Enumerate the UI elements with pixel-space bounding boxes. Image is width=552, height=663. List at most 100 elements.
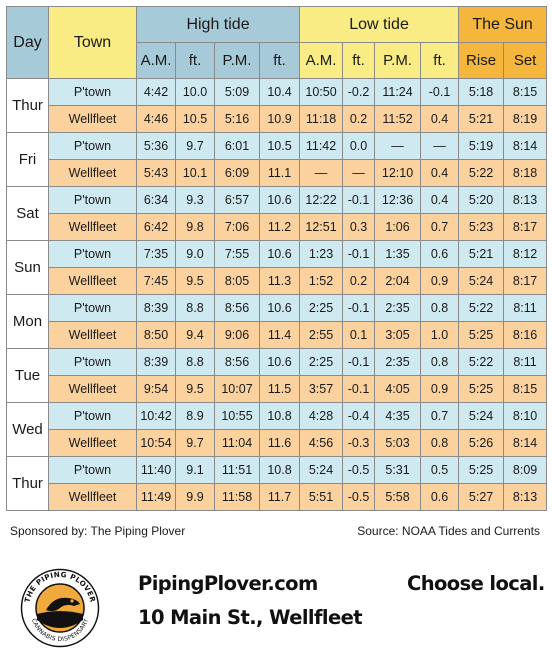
ad-tagline: Choose local. (407, 572, 545, 595)
low-pm-header: P.M. (374, 42, 422, 79)
high-am-ft-header: ft. (175, 42, 215, 79)
low-am-ft-header: ft. (342, 42, 376, 79)
tide-table: Day Town High tide Low tide The Sun A.M.… (6, 6, 548, 511)
low-pm-cell: 11:52 (374, 105, 422, 133)
table-row: Wellfleet 7:45 9.5 8:05 11.3 1:52 0.2 2:04 0.9 5:… (7, 267, 548, 295)
table-row: Wellfleet 4:46 10.5 5:16 10.9 11:18 0.2 11:52 0.… (7, 105, 548, 133)
high-am-ft-cell: 8.9 (175, 402, 215, 430)
source-line: Source: NOAA Tides and Currents (357, 524, 540, 538)
sunrise-cell: 5:27 (458, 483, 505, 511)
low-am-cell: 5:51 (299, 483, 344, 511)
town-cell: Wellfleet (48, 105, 137, 133)
sunset-cell: 8:15 (503, 375, 548, 403)
high-am-ft-cell: 8.8 (175, 294, 215, 322)
high-am-ft-cell: 9.0 (175, 240, 215, 268)
low-am-cell: 4:56 (299, 429, 344, 457)
high-am-cell: 4:42 (136, 78, 176, 106)
sunset-cell: 8:17 (503, 213, 548, 241)
day-cell: Mon (6, 294, 49, 349)
day-cell: Thur (6, 78, 49, 133)
low-pm-ft-cell: 0.9 (420, 375, 460, 403)
high-am-ft-cell: 9.8 (175, 213, 215, 241)
sunset-cell: 8:13 (503, 483, 548, 511)
sunset-cell: 8:16 (503, 321, 548, 349)
high-tide-header: High tide (135, 6, 301, 43)
low-am-cell: 11:42 (299, 132, 344, 160)
sunset-cell: 8:19 (503, 105, 548, 133)
low-pm-ft-cell: 0.8 (420, 348, 460, 376)
low-pm-cell: 5:03 (374, 429, 422, 457)
high-pm-cell: 11:58 (214, 483, 260, 511)
high-pm-cell: 7:55 (214, 240, 260, 268)
tide-table-body: Thur P'town 4:42 10.0 5:09 10.4 10:50 -0.2 11:24… (6, 78, 548, 511)
low-pm-cell: — (374, 132, 422, 160)
ad-website: PipingPlover.com (138, 572, 318, 595)
high-am-ft-cell: 10.1 (175, 159, 215, 187)
town-cell: P'town (48, 294, 137, 322)
town-cell: P'town (48, 132, 137, 160)
low-am-cell: 1:23 (299, 240, 344, 268)
sunset-cell: 8:11 (503, 348, 548, 376)
table-row: Sat P'town 6:34 9.3 6:57 10.6 12:22 -0.1 12:36 0.… (6, 186, 548, 241)
high-pm-cell: 8:56 (214, 294, 260, 322)
sunrise-cell: 5:21 (458, 105, 505, 133)
low-am-ft-cell: -0.5 (342, 483, 376, 511)
high-pm-cell: 8:56 (214, 348, 260, 376)
low-am-header: A.M. (299, 42, 344, 79)
sunrise-cell: 5:21 (458, 240, 505, 268)
low-am-cell: 2:25 (299, 348, 344, 376)
table-row: Thur P'town 4:42 10.0 5:09 10.4 10:50 -0.2 11:24… (6, 78, 548, 133)
table-row: Tue P'town 8:39 8.8 8:56 10.6 2:25 -0.1 2:35 0.8 5… (6, 348, 548, 403)
high-pm-header: P.M. (214, 42, 260, 79)
high-pm-cell: 11:51 (214, 456, 260, 484)
high-am-ft-cell: 9.9 (175, 483, 215, 511)
low-pm-ft-cell: 0.4 (420, 186, 460, 214)
high-pm-cell: 5:09 (214, 78, 260, 106)
high-am-ft-cell: 9.5 (175, 267, 215, 295)
high-am-cell: 6:42 (136, 213, 176, 241)
sunset-cell: 8:14 (503, 132, 548, 160)
low-am-ft-cell: 0.0 (342, 132, 376, 160)
sunrise-cell: 5:19 (458, 132, 505, 160)
low-am-cell: 12:51 (299, 213, 344, 241)
high-pm-ft-header: ft. (258, 42, 301, 79)
town-cell: Wellfleet (48, 159, 137, 187)
town-cell: P'town (48, 240, 137, 268)
town-cell: Wellfleet (48, 375, 137, 403)
sponsor-line: Sponsored by: The Piping Plover (10, 524, 186, 538)
low-am-ft-cell: -0.1 (342, 294, 376, 322)
town-cell: Wellfleet (48, 321, 137, 349)
high-am-header: A.M. (136, 42, 176, 79)
high-am-ft-cell: 10.0 (175, 78, 215, 106)
high-am-ft-cell: 9.4 (175, 321, 215, 349)
town-cell: Wellfleet (48, 429, 137, 457)
town-cell: P'town (48, 186, 137, 214)
day-cell: Thur (6, 456, 49, 511)
low-pm-cell: 3:05 (374, 321, 422, 349)
low-am-cell: — (299, 159, 344, 187)
town-header: Town (48, 6, 137, 79)
town-cell: P'town (48, 402, 137, 430)
low-am-ft-cell: -0.1 (342, 375, 376, 403)
sunrise-cell: 5:20 (458, 186, 505, 214)
high-pm-ft-cell: 10.4 (258, 78, 301, 106)
high-am-ft-cell: 8.8 (175, 348, 215, 376)
low-pm-ft-cell: 0.8 (420, 294, 460, 322)
low-pm-ft-cell: 0.8 (420, 429, 460, 457)
table-row: Thur P'town 11:40 9.1 11:51 10.8 5:24 -0.5 5:31 0… (6, 456, 548, 511)
high-am-ft-cell: 9.7 (175, 429, 215, 457)
high-pm-ft-cell: 11.7 (258, 483, 301, 511)
low-pm-ft-cell: 0.7 (420, 213, 460, 241)
sunset-cell: 8:12 (503, 240, 548, 268)
low-pm-cell: 4:05 (374, 375, 422, 403)
low-pm-cell: 12:36 (374, 186, 422, 214)
high-pm-cell: 8:05 (214, 267, 260, 295)
town-cell: P'town (48, 348, 137, 376)
town-cell: Wellfleet (48, 483, 137, 511)
high-am-ft-cell: 9.3 (175, 186, 215, 214)
high-pm-ft-cell: 10.6 (258, 186, 301, 214)
low-am-ft-cell: -0.2 (342, 78, 376, 106)
low-am-cell: 5:24 (299, 456, 344, 484)
sunrise-header: Rise (458, 42, 505, 79)
low-pm-cell: 12:10 (374, 159, 422, 187)
